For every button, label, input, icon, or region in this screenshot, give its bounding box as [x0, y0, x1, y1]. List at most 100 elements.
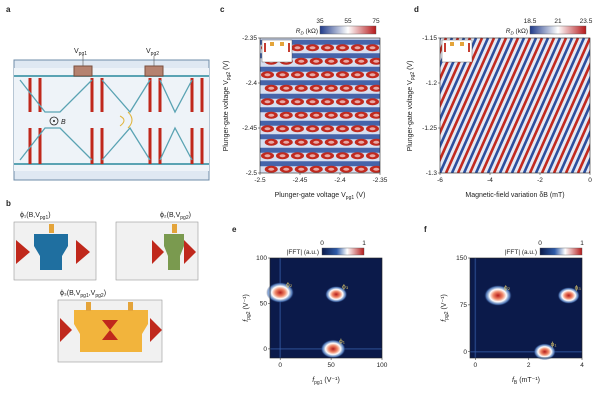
- vpg2-label: Vpg2: [146, 48, 159, 57]
- colorbar-e: 0 1 |FFT| (a.u.): [287, 240, 366, 256]
- colorbar-d-tick: 23.5: [580, 18, 593, 25]
- colorbar-c-tick: 55: [344, 18, 352, 25]
- colorbar-f: 0 1 |FFT| (a.u.): [505, 240, 584, 256]
- gate-electrodes: [28, 78, 204, 164]
- resistance-stripe: [540, 61, 590, 173]
- x-tick-label: 100: [377, 362, 388, 369]
- colorbar-c: 35 55 75 RD (kΩ): [296, 18, 380, 36]
- resistance-stripe: [374, 38, 434, 173]
- plunger-gate-1: [73, 65, 93, 77]
- colorbar-d-tick: 21: [554, 18, 562, 25]
- ylabel-e: fpg2 (V⁻¹): [243, 294, 252, 322]
- resistance-stripe: [462, 37, 526, 173]
- panel-letter-a: a: [6, 5, 11, 14]
- colorbar-f-tick: 0: [538, 240, 542, 247]
- resistance-stripe: [492, 37, 556, 173]
- xlabel-c: Plunger-gate voltage Vpg1 (V): [275, 192, 366, 201]
- ylabel-d: Plunger-gate voltage Vpg2 (V): [407, 61, 416, 152]
- resistance-stripe: [480, 37, 544, 173]
- x-tick-label: -2.35: [373, 177, 388, 184]
- phase-schematic-1: ϕ₁(B,Vpg1): [13, 212, 97, 281]
- resistance-stripe: [440, 37, 448, 55]
- colorbar-d-tick: 18.5: [524, 18, 537, 25]
- fft-peak: [320, 339, 346, 359]
- y-tick-label: 150: [456, 255, 467, 262]
- colorbar-e-tick: 0: [320, 240, 324, 247]
- resistance-stripe: [546, 75, 590, 173]
- fft-peak: [266, 282, 295, 304]
- x-tick-label: -6: [437, 177, 443, 184]
- magnetic-field-icon: [49, 116, 59, 126]
- fft-peaks-f: ϕ₂ ϕ₃ ϕ₁: [470, 258, 582, 361]
- resistance-stripe: [440, 37, 502, 173]
- resistance-stripe: [504, 37, 568, 173]
- resistance-stripe: [450, 37, 514, 173]
- y-tick-label: 75: [460, 302, 468, 309]
- y-tick-label: 50: [260, 300, 268, 307]
- svg-text:ϕ₁(B,Vpg1): ϕ₁(B,Vpg1): [20, 212, 51, 221]
- resistance-stripe: [558, 102, 590, 173]
- axes-f: 0 2 4 150 75 0: [456, 255, 584, 369]
- y-tick-label: -2.5: [246, 170, 258, 177]
- x-tick-label: 2: [527, 362, 531, 369]
- plot-frame-d: [439, 37, 591, 174]
- x-tick-label: -2: [537, 177, 543, 184]
- y-tick-label: -1.2: [426, 80, 438, 87]
- interference-path-icon: [119, 111, 133, 129]
- y-tick-label: -1.25: [422, 125, 437, 132]
- y-tick-label: -2.35: [242, 35, 257, 42]
- resistance-stripe: [588, 169, 590, 173]
- x-tick-label: 4: [580, 362, 584, 369]
- plot-frame-c: [259, 37, 381, 174]
- peak-label: ϕ₃: [575, 285, 582, 292]
- y-tick-label: 0: [463, 349, 467, 356]
- resistance-stripe: [468, 37, 532, 173]
- x-tick-label: 0: [474, 362, 478, 369]
- resistance-stripe: [570, 129, 590, 173]
- vpg1-label: Vpg1: [74, 48, 87, 57]
- colorbar-f-label: |FFT| (a.u.): [505, 249, 537, 256]
- plunger-gate-2: [144, 65, 164, 77]
- axes-e: 0 50 100 100 50 0: [256, 255, 388, 369]
- channel-paths: [19, 79, 193, 161]
- resistance-stripe: [486, 37, 550, 173]
- edge-channel: [14, 75, 209, 165]
- device-inset-d: [441, 39, 473, 63]
- x-tick-label: -4: [487, 177, 493, 184]
- y-tick-label: -2.4: [246, 80, 258, 87]
- peak-label: ϕ₂: [504, 285, 511, 292]
- y-tick-label: -1.3: [426, 170, 438, 177]
- resistance-stripe: [522, 37, 586, 173]
- resistance-stripe: [576, 142, 590, 173]
- colorbar-d-label: RD (kΩ): [506, 28, 528, 36]
- colorbar-d: 18.5 21 23.5 RD (kΩ): [506, 18, 593, 36]
- panel-letter-b: b: [6, 199, 11, 208]
- peak-label: ϕ₃: [342, 283, 349, 290]
- panel-letter-c: c: [220, 5, 225, 14]
- phase-schematic-2: ϕ₂(B,Vpg2): [115, 212, 199, 281]
- fft-peaks-e: ϕ₂ ϕ₃ ϕ₁: [266, 258, 382, 359]
- xlabel-d: Magnetic-field variation δB (mT): [465, 192, 564, 199]
- xlabel-e: fpg1 (V⁻¹): [312, 377, 340, 386]
- colorbar-c-tick: 35: [316, 18, 324, 25]
- field-label: B: [61, 119, 66, 126]
- resistance-stripe: [444, 37, 508, 173]
- device-mesa: [14, 68, 209, 171]
- fft-peak: [557, 287, 580, 304]
- resistance-stripe: [528, 37, 590, 173]
- x-tick-label: -2.4: [334, 177, 346, 184]
- colorbar-f-tick: 1: [580, 240, 584, 247]
- resistance-stripe: [552, 88, 590, 173]
- ylabel-c: Plunger-gate voltage Vpg2 (V): [223, 61, 232, 152]
- resistance-stripe: [456, 37, 520, 173]
- device-inset-c: [261, 39, 293, 63]
- svg-text:ϕ₃(B,Vpg1,Vpg2): ϕ₃(B,Vpg1,Vpg2): [60, 290, 106, 299]
- x-tick-label: 0: [278, 362, 282, 369]
- resistance-stripe: [596, 38, 603, 173]
- panel-letter-d: d: [414, 5, 419, 14]
- colorbar-e-tick: 1: [362, 240, 366, 247]
- resistance-stripe: [440, 37, 490, 150]
- panel-letter-f: f: [424, 225, 427, 234]
- resistance-stripe: [516, 37, 580, 173]
